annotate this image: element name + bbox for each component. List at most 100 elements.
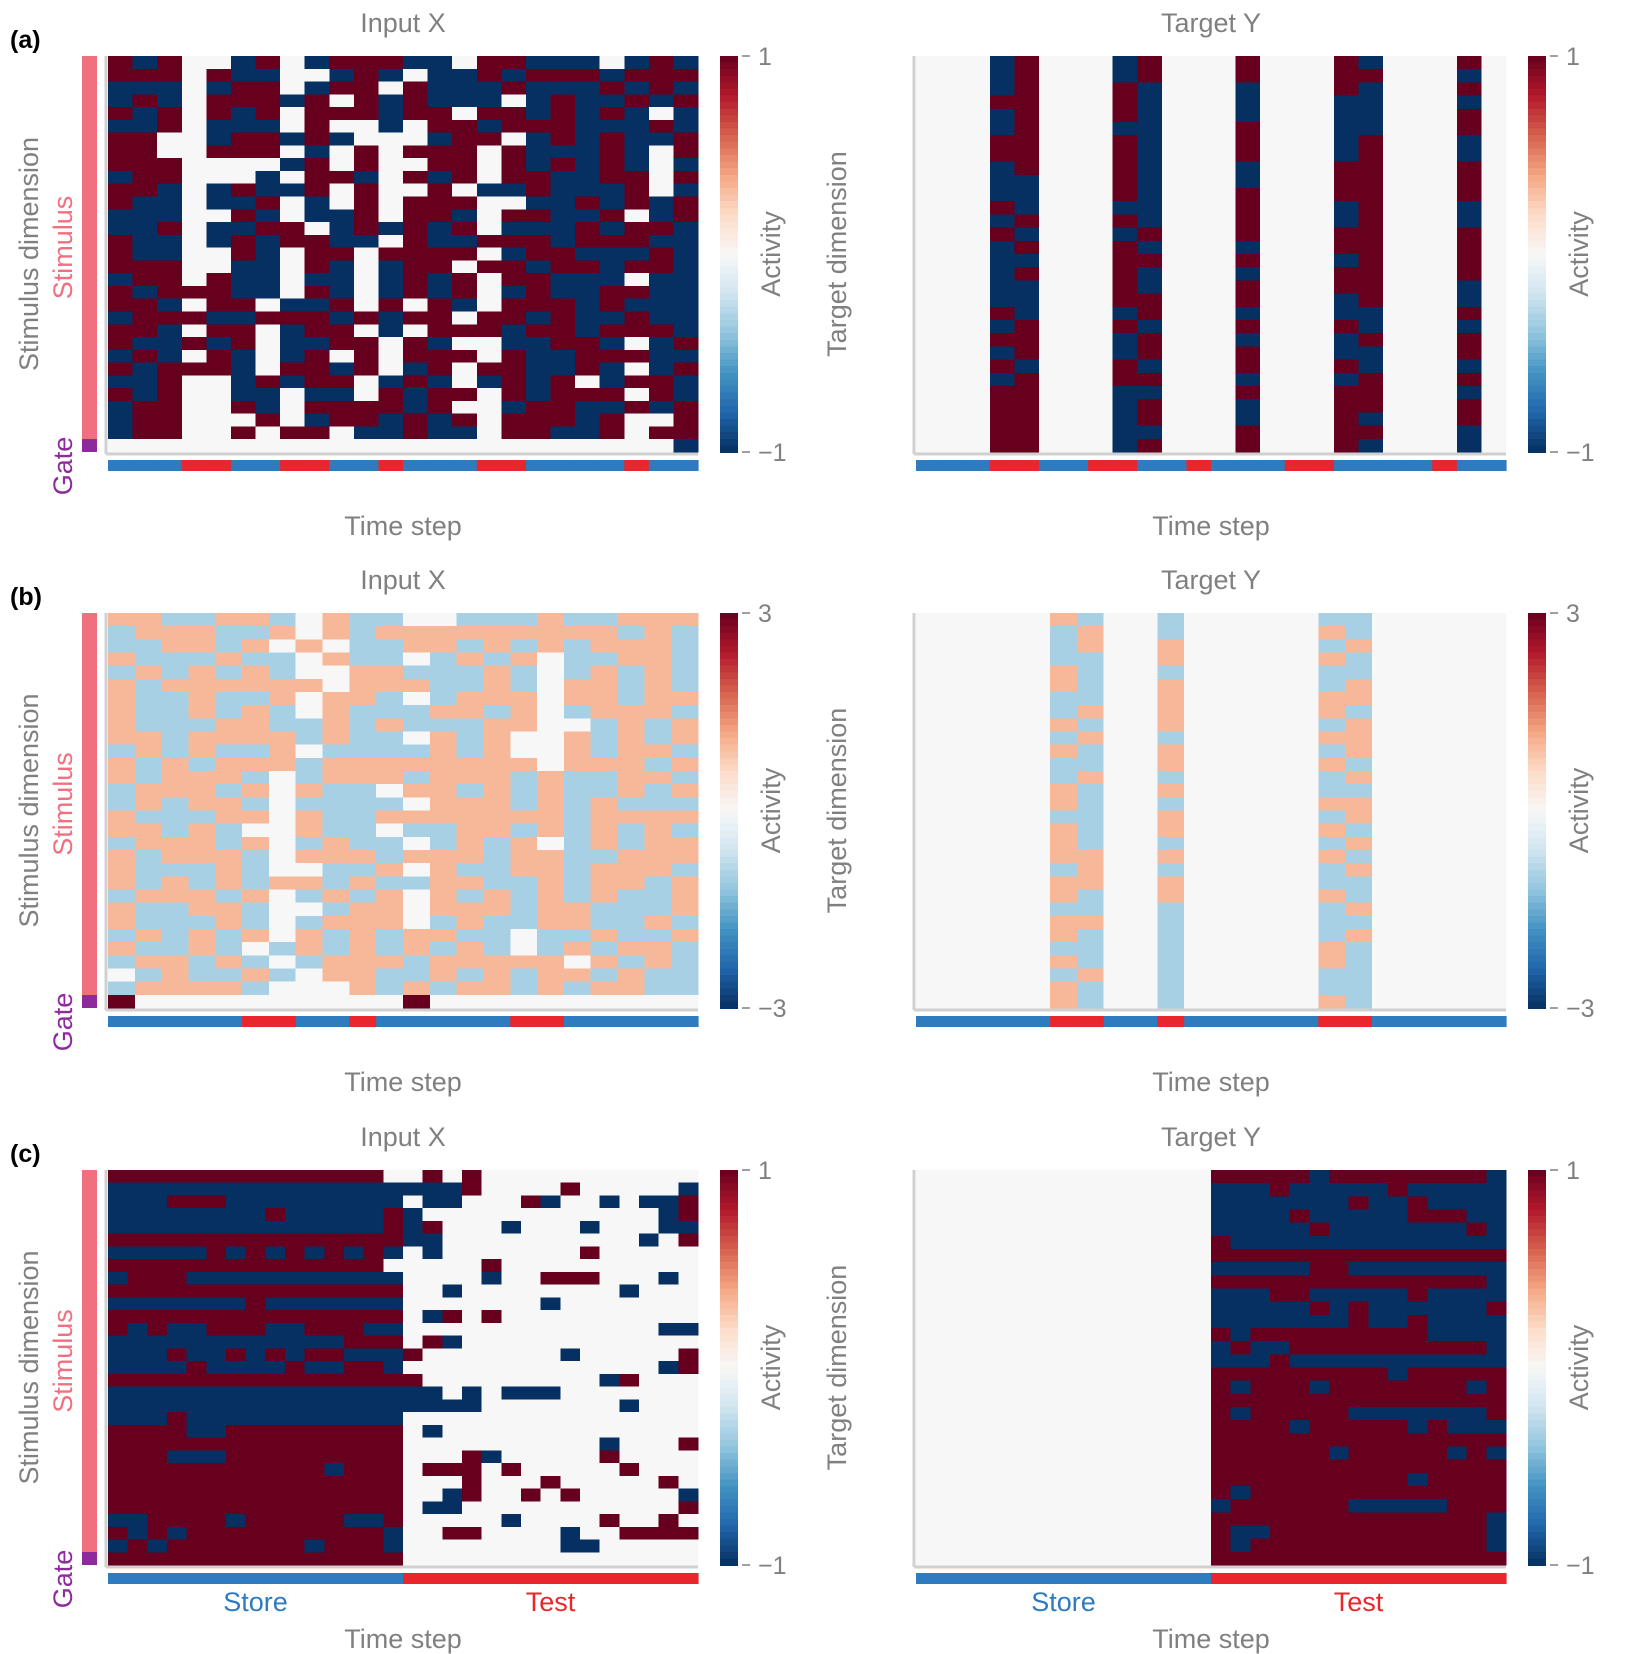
heatmap-cell (590, 639, 619, 654)
heatmap-cell (452, 209, 478, 223)
heatmap-cell (1211, 968, 1239, 983)
phase-test (560, 1573, 581, 1584)
heatmap-cell (575, 132, 601, 147)
heatmap-cell (1093, 1170, 1114, 1184)
heatmap-cell (108, 889, 136, 904)
heatmap-cell (265, 1322, 286, 1337)
phase-test (442, 1573, 463, 1584)
heatmap-cell (540, 1450, 561, 1464)
heatmap-cell (206, 311, 232, 325)
heatmap-cell (349, 797, 377, 812)
heatmap-cell (1053, 1249, 1074, 1263)
heatmap-cell (1063, 108, 1089, 123)
phase-test (1014, 460, 1040, 471)
heatmap-cell (324, 1526, 345, 1541)
heatmap-cell (344, 1284, 365, 1299)
heatmap-cell (167, 1412, 188, 1426)
heatmap-cell (1014, 280, 1040, 295)
heatmap-cell (599, 94, 625, 108)
heatmap-cell (1260, 412, 1286, 427)
phase-store (1425, 1016, 1453, 1027)
heatmap-cell (1425, 955, 1453, 970)
heatmap-cell (1237, 626, 1266, 640)
heatmap-cell (965, 254, 991, 268)
heatmap-cell (1371, 771, 1400, 785)
heatmap-cell (1407, 1249, 1428, 1263)
heatmap-cell (644, 705, 672, 719)
heatmap-cell (280, 375, 306, 389)
heatmap-cell (376, 902, 404, 917)
heatmap-cell (226, 1552, 247, 1566)
heatmap-cell (617, 797, 645, 812)
heatmap-cell (1309, 108, 1335, 123)
heatmap-cell (1161, 359, 1188, 374)
heatmap-cell (456, 797, 485, 812)
heatmap-cell (955, 1499, 976, 1513)
heatmap-cell (1309, 56, 1335, 70)
heatmap-cell (1371, 929, 1400, 943)
heatmap-cell (673, 68, 699, 83)
heatmap-cell (242, 836, 270, 851)
heatmap-cell (510, 836, 538, 851)
heatmap-cell (1309, 135, 1335, 149)
heatmap-cell (501, 1233, 522, 1248)
colorbar-segment (720, 194, 738, 202)
heatmap-cell (1112, 201, 1138, 215)
heatmap-cell (344, 1322, 365, 1337)
heatmap-cell (1191, 1301, 1212, 1316)
heatmap-cell (678, 1475, 699, 1490)
heatmap-cell (1309, 1472, 1330, 1487)
heatmap-cell (599, 1552, 620, 1566)
heatmap-cell (1479, 955, 1507, 970)
heatmap-cell (304, 1259, 325, 1273)
heatmap-cell (1284, 412, 1310, 427)
heatmap-cell (1270, 1459, 1291, 1474)
heatmap-cell (344, 1233, 365, 1248)
heatmap-cell (344, 1182, 365, 1197)
heatmap-cell (230, 68, 257, 83)
heatmap-cell (1479, 889, 1507, 904)
heatmap-cell (255, 81, 281, 95)
heatmap-cell (658, 1526, 679, 1541)
heatmap-cell (624, 285, 650, 300)
heatmap-cell (304, 1182, 325, 1197)
heatmap-cell (1383, 161, 1409, 176)
heatmap-cell (1407, 1275, 1428, 1290)
phase-strip (108, 460, 699, 471)
heatmap-cell (476, 234, 502, 249)
heatmap-cell (363, 1322, 384, 1337)
heatmap-cell (1211, 639, 1239, 654)
phase-store (1358, 460, 1384, 471)
heatmap-cell (1345, 678, 1373, 693)
heatmap-cell (1161, 333, 1188, 347)
heatmap-cell (295, 639, 324, 654)
heatmap-cell (1161, 293, 1188, 308)
heatmap-cell (280, 413, 306, 428)
heatmap-cell (108, 260, 134, 274)
heatmap-cell (1291, 942, 1319, 956)
phase-store (590, 1016, 619, 1027)
heatmap-cell (916, 122, 942, 136)
colorbar-label: Activity (1564, 767, 1594, 853)
heatmap-cell (537, 652, 565, 667)
heatmap-cell (599, 1424, 620, 1439)
heatmap-cell (1130, 902, 1158, 917)
heatmap-cell (1456, 320, 1483, 334)
heatmap-cell (540, 1399, 561, 1413)
colorbar-segment (1528, 975, 1546, 983)
heatmap-cell (1452, 626, 1480, 640)
heatmap-cell (1368, 1472, 1389, 1487)
heatmap-cell (245, 1170, 266, 1184)
heatmap-cell (501, 337, 527, 351)
heatmap-cell (304, 1399, 325, 1413)
heatmap-cell (599, 1463, 620, 1477)
heatmap-cell (1191, 1183, 1212, 1197)
heatmap-cell (376, 613, 404, 627)
heatmap-cell (617, 771, 645, 785)
heatmap-cell (1014, 425, 1040, 440)
heatmap-cell (1157, 823, 1185, 838)
heatmap-cell (383, 1526, 404, 1541)
heatmap-cell (575, 68, 601, 83)
heatmap-cell (537, 810, 565, 825)
heatmap-cell (1479, 731, 1507, 746)
